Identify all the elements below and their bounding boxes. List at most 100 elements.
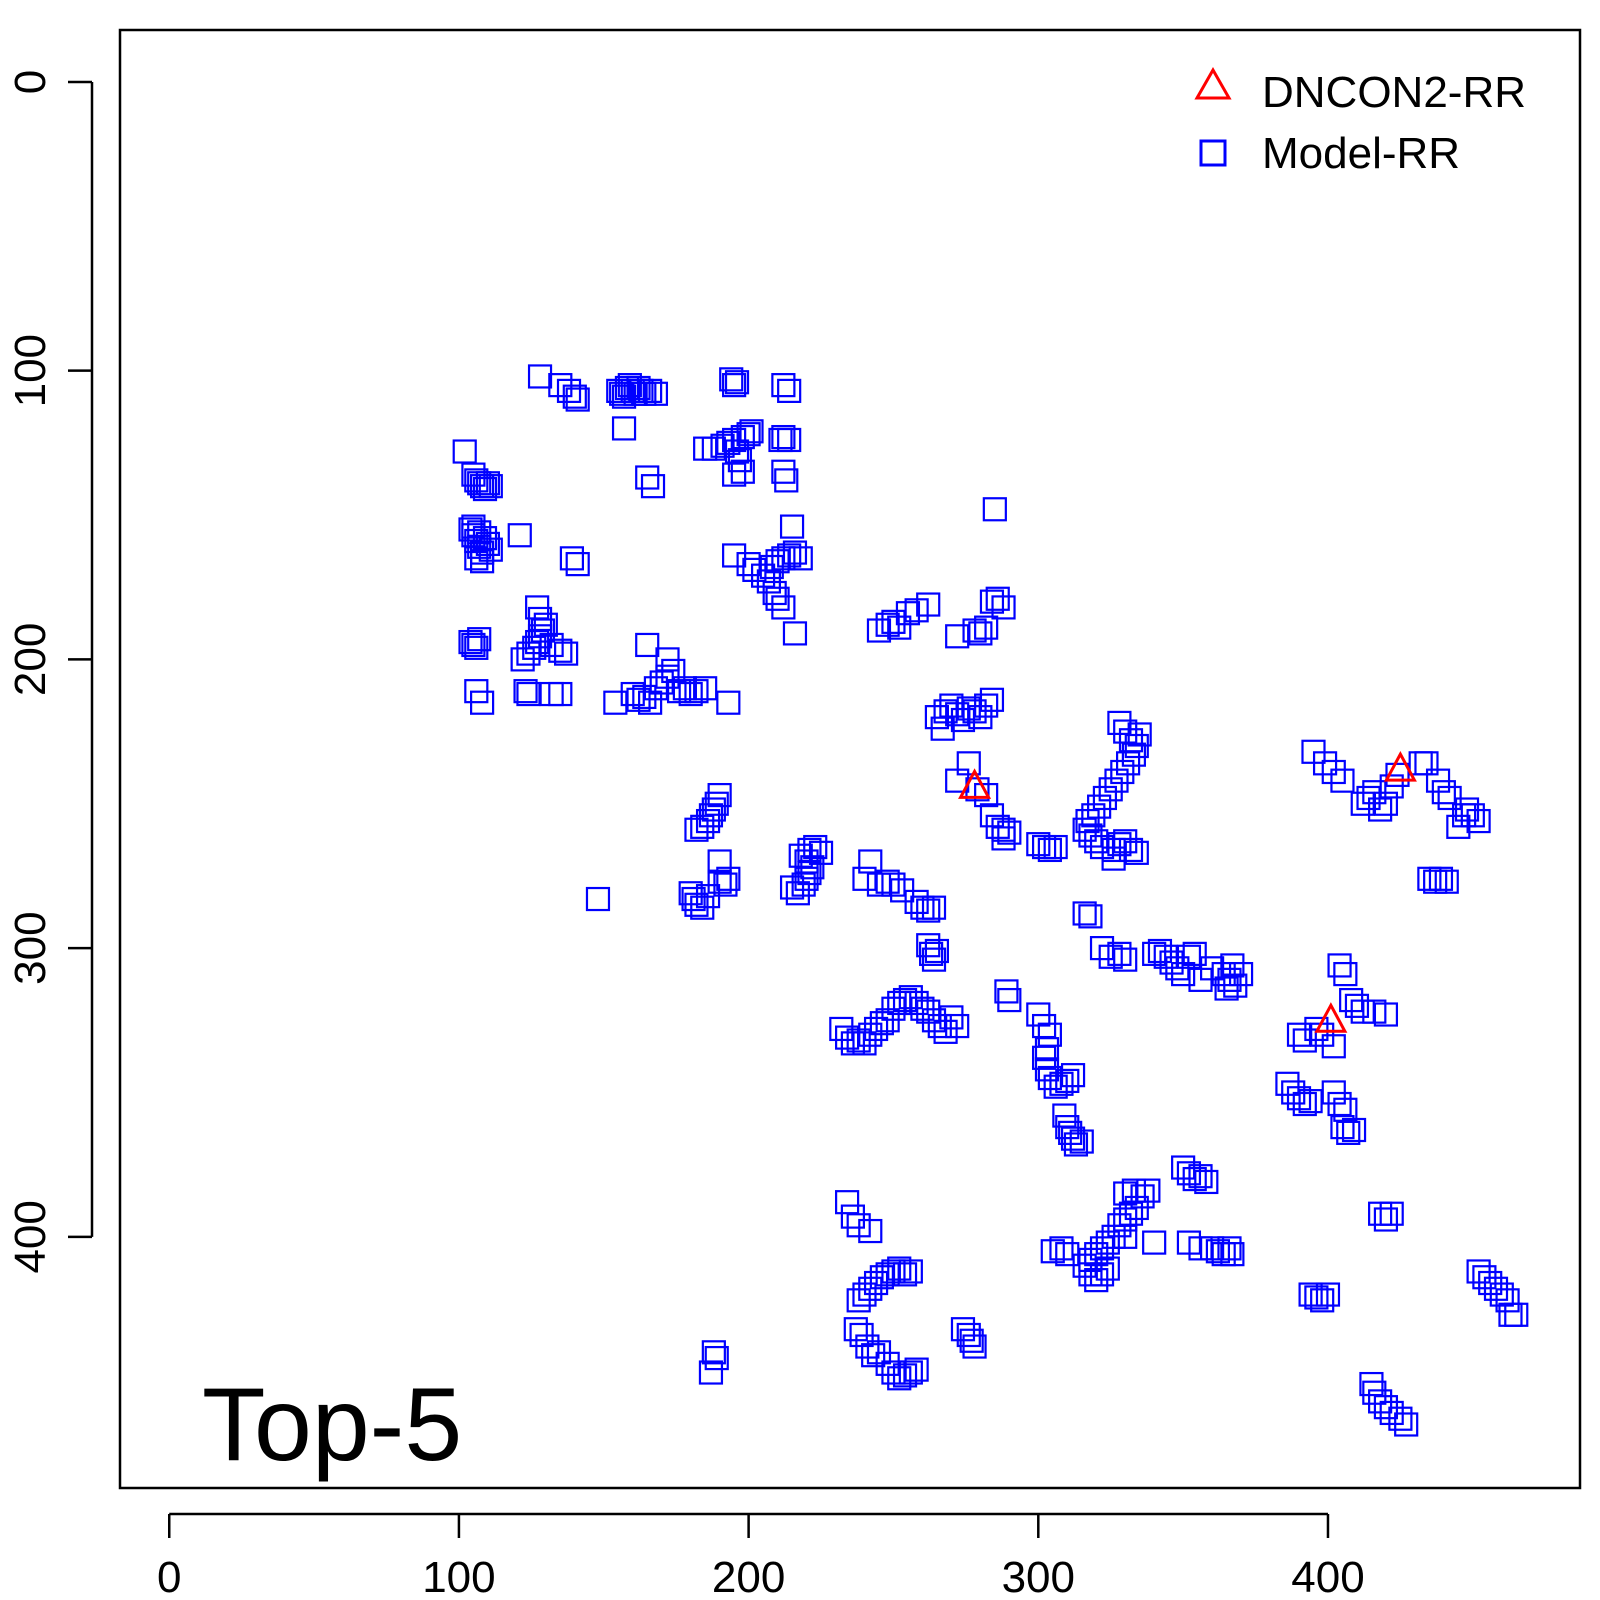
model-rr-point [1394, 1412, 1419, 1437]
model-rr-point [1428, 866, 1454, 891]
model-rr-point [655, 647, 680, 672]
model-rr-point [921, 895, 947, 920]
y-tick-label: 400 [6, 1200, 55, 1273]
model-rr-point [562, 384, 587, 409]
model-rr-point [464, 546, 489, 571]
model-rr-point [808, 840, 834, 865]
legend-label-model-rr: Model-RR [1262, 129, 1460, 178]
model-rr-point [1124, 840, 1149, 865]
model-rr-point [1373, 1207, 1399, 1232]
model-rr-point [1408, 751, 1433, 776]
model-rr-point [1072, 901, 1097, 926]
model-rr-point [1379, 1201, 1404, 1226]
model-rr-point [724, 370, 750, 395]
model-rr-point [1495, 1288, 1520, 1313]
model-rr-point [1101, 846, 1126, 871]
model-rr-point [722, 373, 747, 398]
model-rr-point [1084, 829, 1109, 854]
model-rr-point [1388, 1406, 1413, 1431]
model-rr-point [904, 1357, 929, 1382]
model-rr-point [788, 546, 813, 571]
model-rr-point [1341, 1117, 1367, 1143]
legend-label-dncon2-rr: DNCON2-RR [1262, 68, 1526, 117]
model-rr-point [919, 941, 944, 966]
model-rr-point [1049, 1236, 1074, 1261]
model-rr-point [640, 474, 666, 499]
model-rr-point [1182, 941, 1207, 966]
model-rr-point [997, 820, 1022, 845]
model-rr-point [1452, 803, 1477, 828]
model-rr-point [716, 866, 741, 891]
model-rr-point [527, 606, 553, 632]
model-rr-point [1373, 1002, 1399, 1027]
x-axis: 0 100 200 300 400 [157, 1512, 1365, 1600]
model-rr-point [1359, 1371, 1384, 1397]
model-rr-point [1118, 837, 1144, 863]
model-rr-point [892, 1262, 918, 1287]
model-rr-point [458, 629, 483, 655]
model-rr-point [1292, 1091, 1317, 1117]
model-rr-point [1304, 1016, 1329, 1042]
model-rr-point [916, 592, 941, 617]
model-rr-point [1434, 869, 1459, 894]
model-rr-point [716, 690, 741, 715]
model-rr-point [881, 872, 906, 897]
model-rr-point [1089, 936, 1115, 961]
model-rr-point [852, 866, 877, 891]
model-rr-point [719, 367, 744, 392]
plot-frame [118, 28, 1582, 1490]
model-rr-point [690, 814, 715, 839]
model-rr-point [1286, 1022, 1312, 1047]
model-rr-point [539, 632, 564, 658]
model-rr-point [559, 546, 585, 571]
model-rr-point [722, 543, 747, 568]
model-rr-point [1214, 976, 1239, 1001]
model-rr-point [1344, 993, 1370, 1018]
model-rr-point [730, 424, 755, 450]
model-rr-point [1089, 1262, 1115, 1287]
model-rr-point [684, 817, 709, 842]
model-rr-point [1063, 1132, 1089, 1157]
model-rr-point [1095, 1256, 1120, 1281]
model-rr-point [730, 459, 755, 484]
model-rr-point [1315, 1282, 1341, 1307]
model-rr-point [939, 1005, 964, 1030]
model-rr-point [858, 849, 883, 874]
model-rr-point [704, 1345, 729, 1371]
model-rr-point [777, 427, 802, 453]
model-rr-point [962, 1334, 987, 1359]
model-rr-point [1321, 1034, 1346, 1059]
model-rr-point [794, 866, 819, 891]
model-rr-point [916, 933, 941, 958]
model-rr-point [974, 782, 999, 808]
model-rr-point [1336, 1120, 1361, 1145]
model-rr-point [881, 609, 906, 634]
model-rr-point [585, 886, 611, 912]
model-rr-point [1060, 1063, 1086, 1088]
model-rr-point [1043, 834, 1068, 860]
model-rr-point [1489, 1282, 1514, 1307]
model-rr-point [554, 641, 579, 666]
model-rr-point [1330, 768, 1355, 793]
x-tick-label: 200 [712, 1553, 785, 1600]
chart-annotation: Top-5 [202, 1367, 462, 1483]
model-rr-point [516, 681, 541, 707]
model-rr-point [638, 378, 663, 403]
model-rr-point [1504, 1302, 1529, 1327]
model-rr-point [945, 1013, 970, 1039]
model-rr-point [994, 979, 1019, 1004]
model-rr-point [635, 632, 660, 658]
model-rr-point [782, 540, 808, 565]
model-rr-point [782, 621, 808, 646]
legend-square-icon [1199, 139, 1227, 167]
x-tick-label: 400 [1291, 1553, 1364, 1600]
y-tick-label: 300 [6, 911, 55, 984]
x-tick-label: 0 [157, 1553, 181, 1600]
model-rr-point [461, 632, 486, 658]
model-rr-point [611, 416, 637, 441]
model-rr-point [895, 601, 921, 626]
dncon2-rr-point [1314, 1002, 1348, 1033]
model-rr-point [991, 595, 1016, 620]
model-rr-point [1373, 791, 1399, 816]
